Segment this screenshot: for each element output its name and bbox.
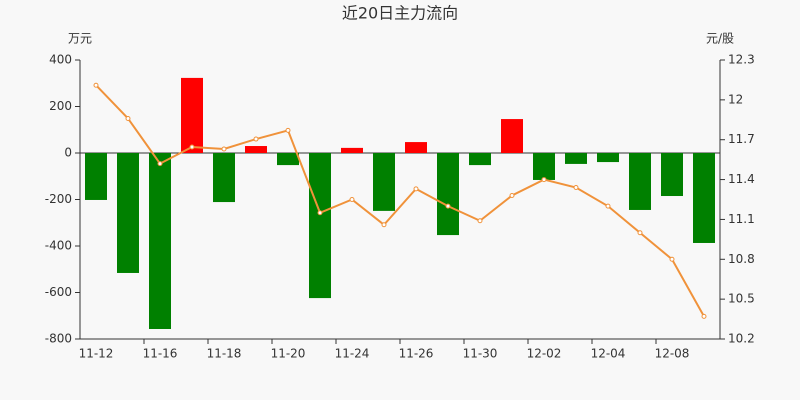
price-point [317, 210, 323, 216]
bar [597, 153, 619, 163]
bar [565, 153, 587, 164]
bar [181, 77, 203, 153]
price-point [445, 203, 451, 209]
x-tick-label: 12-08 [655, 347, 690, 361]
price-point [221, 146, 227, 152]
price-point [541, 177, 547, 183]
y2-tick-label: 12 [728, 92, 743, 106]
price-point [509, 193, 515, 199]
bar [277, 153, 299, 166]
y2-tick-label: 12.3 [728, 53, 755, 67]
bar [245, 146, 267, 153]
x-tick-label: 11-18 [207, 347, 242, 361]
y-tick-label: -200 [45, 192, 72, 206]
y2-axis-unit: 元/股 [706, 32, 734, 46]
price-point [381, 222, 387, 228]
price-point [93, 82, 99, 88]
y2-tick-label: 10.2 [728, 332, 755, 346]
price-point [637, 230, 643, 236]
x-tick-label: 11-26 [399, 347, 434, 361]
bar [149, 153, 171, 330]
price-point [573, 185, 579, 191]
y-tick-label: 400 [49, 53, 72, 67]
y2-tick-label: 11.7 [728, 132, 755, 146]
price-point [125, 115, 131, 121]
bar [213, 153, 235, 203]
price-point [701, 313, 707, 319]
x-tick-label: 12-02 [527, 347, 562, 361]
bar [117, 153, 139, 273]
price-point [285, 127, 291, 133]
bar [341, 147, 363, 153]
bar [373, 153, 395, 211]
y-axis-unit: 万元 [68, 32, 92, 46]
price-point [157, 161, 163, 167]
x-tick-label: 12-04 [591, 347, 626, 361]
x-tick-label: 11-12 [79, 347, 114, 361]
y2-tick-label: 10.8 [728, 252, 755, 266]
y-tick-label: 200 [49, 99, 72, 113]
y2-tick-label: 10.5 [728, 292, 755, 306]
bar [85, 153, 107, 200]
bar [405, 142, 427, 153]
x-tick-label: 11-24 [335, 347, 370, 361]
price-point [413, 186, 419, 192]
bar [533, 153, 555, 180]
bar [501, 119, 523, 153]
x-tick-label: 11-16 [143, 347, 178, 361]
price-point [189, 144, 195, 150]
y2-tick-label: 11.4 [728, 172, 755, 186]
y-tick-label: -600 [45, 285, 72, 299]
chart-title: 近20日主力流向 [342, 4, 458, 23]
y-tick-label: 0 [64, 146, 72, 160]
price-point [253, 136, 259, 142]
bar [437, 153, 459, 236]
bar [693, 153, 715, 243]
x-tick-label: 11-30 [463, 347, 498, 361]
bar [629, 153, 651, 210]
y-tick-label: -400 [45, 239, 72, 253]
price-point [669, 256, 675, 262]
bar [469, 153, 491, 166]
y2-tick-label: 11.1 [728, 212, 755, 226]
price-point [349, 197, 355, 202]
price-line [95, 84, 705, 317]
y-tick-label: -800 [45, 332, 72, 346]
bar [309, 153, 331, 299]
bar [661, 153, 683, 197]
price-point [605, 203, 611, 209]
x-tick-label: 11-20 [271, 347, 306, 361]
price-point [477, 218, 483, 224]
